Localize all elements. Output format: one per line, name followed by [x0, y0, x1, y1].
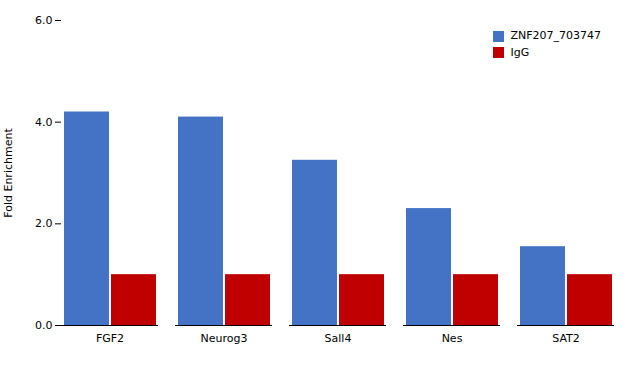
svg-text:Nes: Nes [442, 332, 463, 345]
svg-text:0.0: 0.0 [35, 319, 53, 332]
html-text:IgG: IgG [510, 45, 530, 59]
svg-text:Neurog3: Neurog3 [201, 332, 248, 345]
svg-text:Sall4: Sall4 [325, 332, 352, 345]
svg-text:4.0: 4.0 [35, 116, 53, 129]
svg-text:6.0: 6.0 [35, 14, 53, 27]
svg-text:FGF2: FGF2 [96, 332, 124, 345]
html-text:ZNF207_703747: ZNF207_703747 [510, 29, 601, 42]
svg-text:2.0: 2.0 [35, 217, 53, 230]
svg-text:SAT2: SAT2 [552, 332, 580, 345]
svg-text:Fold Enrichment: Fold Enrichment [2, 128, 15, 218]
